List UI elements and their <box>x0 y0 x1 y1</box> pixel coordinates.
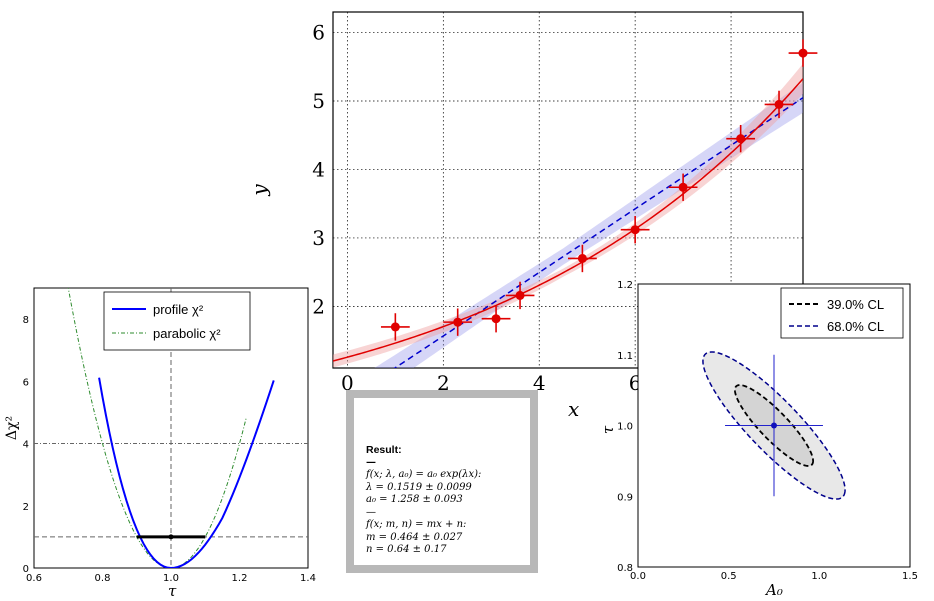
contour-legend: 39.0% CL 68.0% CL <box>780 287 904 339</box>
chi2-y-tick-label: 2 <box>23 502 29 513</box>
result-a0: a₀ = 1.258 ± 0.093 <box>366 494 463 505</box>
result-model-exp: f(x; λ, a₀) = a₀ exp(λx): <box>366 469 482 480</box>
chi2-x-tick-label: 0.8 <box>95 573 111 584</box>
contour-x-tick-label: 0.5 <box>721 571 737 582</box>
contour-y-tick-label: 1.0 <box>617 422 633 433</box>
result-separator: — <box>366 456 376 468</box>
contour-ellipses <box>702 351 846 500</box>
exp-fit-line <box>333 78 803 362</box>
main-y-tick-label: 5 <box>312 89 325 113</box>
main-x-tick-label: 4 <box>533 371 546 395</box>
result-m: m = 0.464 ± 0.027 <box>366 531 463 543</box>
chi2-y-tick-label: 6 <box>23 377 29 388</box>
main-x-tick-label: 2 <box>437 371 450 395</box>
main-plot-xlabel: x <box>568 397 579 421</box>
result-model-linear: f(x; m, n) = mx + n: <box>366 519 467 530</box>
best-fit-point <box>771 422 777 429</box>
result-separator: — <box>366 506 376 518</box>
contour-y-tick-label: 1.1 <box>617 351 633 362</box>
chi2-x-tick-label: 1.0 <box>163 573 179 584</box>
contour-x-tick-label: 0.0 <box>630 571 646 582</box>
chi2-y-tick-label: 8 <box>23 315 29 326</box>
linear-fit-line <box>393 97 803 368</box>
fit-curves <box>333 78 803 368</box>
result-n: n = 0.64 ± 0.17 <box>366 544 447 555</box>
data-point <box>774 99 784 109</box>
data-points <box>380 39 818 341</box>
main-x-tick-label: 0 <box>341 371 354 395</box>
main-y-tick-label: 2 <box>312 294 325 318</box>
chi2-legend-profile: profile χ² <box>153 302 204 317</box>
contour-ylabel: τ <box>599 425 617 434</box>
contour-y-tick-label: 1.2 <box>617 280 633 291</box>
data-point <box>453 317 463 327</box>
chi2-y-tick-label: 4 <box>23 440 29 451</box>
data-point <box>678 182 688 192</box>
contour-x-tick-label: 1.0 <box>811 571 827 582</box>
data-point <box>736 134 746 144</box>
contour-tick-labels: 0.0 0.5 1.0 1.5 0.8 0.9 1.0 1.1 1.2 <box>617 280 918 582</box>
data-point <box>515 290 525 300</box>
chi2-curves <box>34 288 308 568</box>
result-box-content: Result: — f(x; λ, a₀) = a₀ exp(λx): λ = … <box>354 398 530 565</box>
contour-legend-68: 68.0% CL <box>827 319 884 334</box>
chi2-x-tick-label: 0.6 <box>26 573 42 584</box>
result-box: Result: — f(x; λ, a₀) = a₀ exp(λx): λ = … <box>346 390 538 573</box>
contour-y-tick-label: 0.9 <box>617 492 633 503</box>
data-point <box>798 48 808 58</box>
main-y-tick-label: 4 <box>312 157 325 181</box>
contour-y-tick-label: 0.8 <box>617 563 633 574</box>
data-point <box>577 253 587 263</box>
data-point <box>491 314 501 324</box>
chi2-x-tick-label: 1.4 <box>300 573 316 584</box>
chi2-best-fit-point <box>168 534 174 540</box>
result-lambda: λ = 0.1519 ± 0.0099 <box>366 481 472 493</box>
profile-chi2-curve <box>98 377 275 568</box>
data-point <box>630 225 640 235</box>
contour-xlabel: A₀ <box>764 581 783 599</box>
chi2-legend-parabolic: parabolic χ² <box>153 326 221 341</box>
main-plot-ylabel: y <box>247 184 271 197</box>
chi2-x-tick-label: 1.2 <box>232 573 248 584</box>
data-point <box>390 322 400 332</box>
result-header: Result: <box>366 444 402 456</box>
chi2-y-tick-label: 0 <box>23 564 29 575</box>
chi2-legend: profile χ² parabolic χ² <box>103 291 251 351</box>
main-y-tick-label: 3 <box>312 226 325 250</box>
chi2-tick-labels: 0.6 0.8 1.0 1.2 1.4 0 2 4 6 8 <box>23 315 316 584</box>
main-y-tick-label: 6 <box>312 21 325 45</box>
chi2-ylabel: Δχ² <box>4 416 20 440</box>
contour-legend-39: 39.0% CL <box>827 297 884 312</box>
chi2-xlabel: τ <box>168 582 177 600</box>
contour-x-tick-label: 1.5 <box>902 571 918 582</box>
